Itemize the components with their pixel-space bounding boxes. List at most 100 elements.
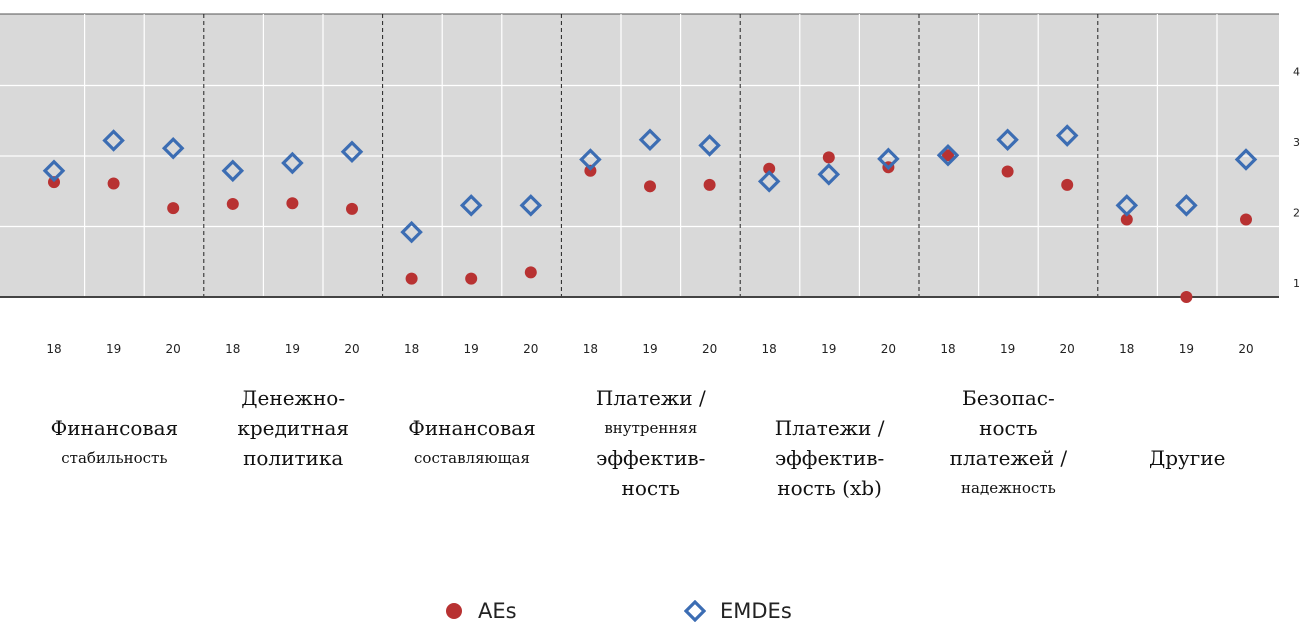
x-tick-label: 19 [464,342,479,356]
aes-point [524,266,537,279]
x-tick-label: 20 [1060,342,1075,356]
x-tick-label: 18 [46,342,61,356]
group-label-line: Платежи / [595,386,706,410]
legend: AEs EMDEs [0,596,1304,626]
aes-point [584,164,597,177]
emdes-point [698,134,721,157]
x-tick-label: 19 [642,342,657,356]
x-tick-label: 18 [1119,342,1134,356]
emdes-point [42,159,66,183]
emdes-point [221,159,245,183]
legend-circle-marker [446,603,462,619]
group-label-line: ность [979,416,1038,440]
aes-point [1001,165,1014,178]
emdes-point [519,194,543,217]
legend-item-emdes: EMDEs [684,596,792,626]
aes-point [644,180,656,193]
group-label-line: Финансовая [50,416,179,440]
emdes-point [281,151,304,175]
x-tick-label: 18 [404,342,419,356]
emdes-point [996,128,1019,152]
x-tick-label: 18 [940,342,955,356]
y-tick-label: 1 [1293,277,1300,290]
y-tick-label: 2 [1293,207,1300,220]
group-label: Другие [1097,383,1277,473]
aes-point [465,272,478,285]
aes-point [286,197,299,210]
group-label-line [1097,383,1277,413]
legend-item-aes: AEs [444,596,517,626]
aes-point [167,202,180,215]
emdes-point [579,148,602,171]
group-label: Безопас-ность платежей / надежность [918,383,1098,503]
x-tick-label: 19 [106,342,121,356]
group-label-line: ность [621,476,681,500]
aes-point [703,178,716,191]
x-tick-label: 19 [821,342,836,356]
chart-plot: 1 2 3 4 18 19 20 18 19 20 18 19 20 18 19 20 18 19 20 18 19 20… [0,13,1300,356]
group-label-line: надежность [961,479,1056,497]
group-label-line: Безопас- [962,386,1055,410]
group-label: Платежи / внутренняя эффектив-ность [561,383,741,503]
emdes-point [817,163,841,186]
group-label-line: внутренняя [604,419,698,437]
group-label-line: кредитная [237,416,350,440]
group-label-line: эффектив- [596,446,706,470]
x-tick-label: 20 [166,342,181,356]
emdes-point [102,129,125,152]
group-label-line [24,383,204,413]
legend-label-aes: AEs [478,599,517,623]
group-label-line: составляющая [414,449,530,467]
x-tick-label: 19 [1179,342,1194,356]
aes-point [405,272,418,285]
emdes-point [459,194,483,217]
group-label: Денежно-кредитная политика [203,383,383,473]
group-label-line: Другие [1148,446,1226,470]
aes-point [942,149,954,162]
aes-point [1120,213,1133,226]
x-tick-label: 20 [702,342,717,356]
group-label-line [1097,413,1277,443]
group-label-line: стабильность [61,449,168,467]
group-label-line [740,383,920,413]
aes-point [48,176,60,189]
aes-point [1061,178,1074,191]
group-label-line: Денежно- [241,386,346,410]
group-label-line: платежей / [949,446,1068,470]
group-label: Платежи / эффектив-ность (xb) [740,383,920,503]
emdes-point [340,140,364,164]
group-label-line: ность (xb) [777,476,882,500]
emdes-point [936,144,960,167]
x-tick-label: 18 [762,342,777,356]
x-tick-label: 19 [1000,342,1015,356]
x-tick-label: 18 [225,342,240,356]
aes-point [346,202,358,215]
aes-point [1180,291,1193,303]
group-label-line: политика [243,446,344,470]
emdes-point [400,220,423,244]
group-label-line: Финансовая [408,416,536,440]
legend-diamond-marker [684,600,706,622]
x-tick-label: 20 [881,342,896,356]
x-tick-label: 19 [285,342,300,356]
y-tick-label: 4 [1293,66,1300,79]
aes-point [763,162,776,175]
x-tick-label: 18 [583,342,598,356]
emdes-point [1175,194,1198,217]
emdes-point [877,147,900,171]
group-label-line: эффектив- [774,446,885,470]
x-tick-label: 20 [523,342,538,356]
y-tick-label: 3 [1293,136,1300,149]
group-label-line [382,383,562,413]
emdes-point [1234,148,1258,171]
emdes-point [638,128,662,152]
aes-point [822,151,835,164]
emdes-point [757,170,781,193]
x-tick-label: 20 [344,342,359,356]
aes-point [226,197,239,210]
emdes-point [1115,194,1139,217]
group-label: Финансовая составляющая [382,383,562,473]
group-label-line: Платежи / [774,416,885,440]
legend-label-emdes: EMDEs [720,599,792,623]
emdes-point [1055,124,1079,147]
